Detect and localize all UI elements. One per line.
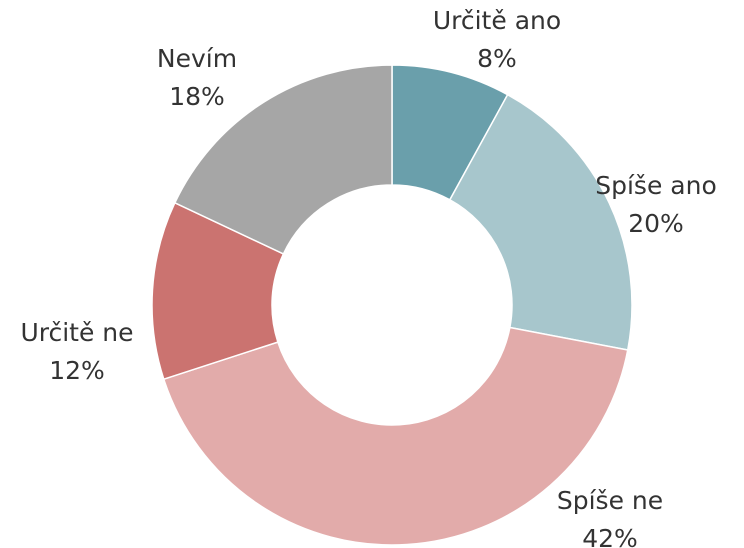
slice [162,326,629,546]
slice-value: 20% [628,209,684,238]
slice-label: Určitě ano [433,6,561,35]
slice [173,64,393,255]
slice-label: Spíše ano [595,171,717,200]
slice-value: 12% [49,356,105,385]
slice-label: Spíše ne [557,486,663,515]
slice-label: Určitě ne [20,318,133,347]
slice-value: 8% [477,44,517,73]
slice-label: Nevím [157,44,237,73]
slice-value: 42% [582,524,638,548]
slice [151,201,285,381]
slice [448,93,633,351]
slice-value: 18% [169,82,225,111]
